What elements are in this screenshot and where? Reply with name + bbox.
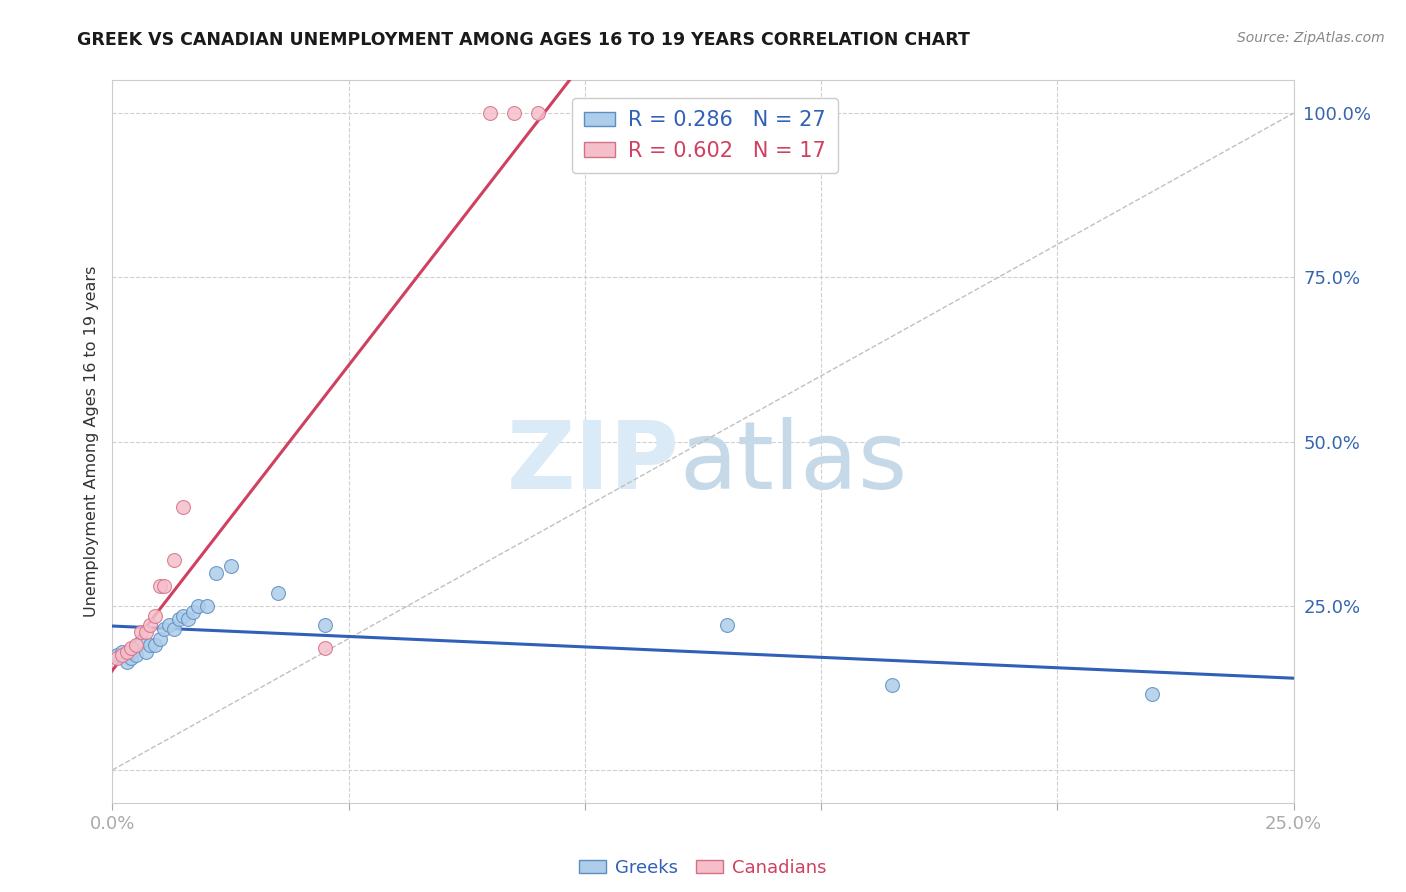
Point (205, 566, 228, 580)
Y-axis label: Unemployment Among Ages 16 to 19 years: Unemployment Among Ages 16 to 19 years (83, 266, 98, 617)
Point (125, 638, 148, 652)
Point (120, 651, 142, 665)
Point (153, 622, 176, 636)
Point (526, 106, 548, 120)
Point (111, 645, 134, 659)
Point (314, 641, 336, 656)
Point (186, 599, 208, 613)
Point (181, 605, 204, 619)
Text: GREEK VS CANADIAN UNEMPLOYMENT AMONG AGES 16 TO 19 YEARS CORRELATION CHART: GREEK VS CANADIAN UNEMPLOYMENT AMONG AGE… (77, 31, 970, 49)
Point (105, 648, 128, 662)
Point (143, 608, 166, 623)
Text: atlas: atlas (679, 417, 908, 509)
Point (163, 553, 186, 567)
Text: ZIP: ZIP (506, 417, 679, 509)
Point (1140, 687, 1163, 701)
Point (125, 648, 148, 662)
Point (135, 625, 157, 640)
Point (195, 599, 218, 613)
Point (716, 618, 738, 632)
Point (120, 645, 142, 659)
Point (120, 641, 142, 656)
Point (129, 635, 152, 649)
Point (219, 559, 242, 574)
Point (139, 618, 162, 632)
Point (149, 579, 172, 593)
Point (503, 106, 526, 120)
Point (177, 612, 200, 626)
Point (163, 622, 186, 636)
Point (149, 632, 172, 646)
Point (153, 579, 176, 593)
Point (139, 638, 162, 652)
Legend: Greeks, Canadians: Greeks, Canadians (572, 852, 834, 884)
Point (115, 645, 138, 659)
Point (880, 677, 903, 691)
Point (105, 651, 128, 665)
Point (167, 612, 190, 626)
Point (172, 608, 194, 623)
Point (314, 618, 336, 632)
Point (479, 106, 502, 120)
Point (129, 625, 152, 640)
Point (135, 645, 157, 659)
Point (267, 585, 290, 599)
Point (111, 648, 134, 662)
Point (143, 638, 166, 652)
Point (157, 618, 180, 632)
Point (115, 655, 138, 669)
Text: Source: ZipAtlas.com: Source: ZipAtlas.com (1237, 31, 1385, 45)
Point (172, 500, 194, 515)
